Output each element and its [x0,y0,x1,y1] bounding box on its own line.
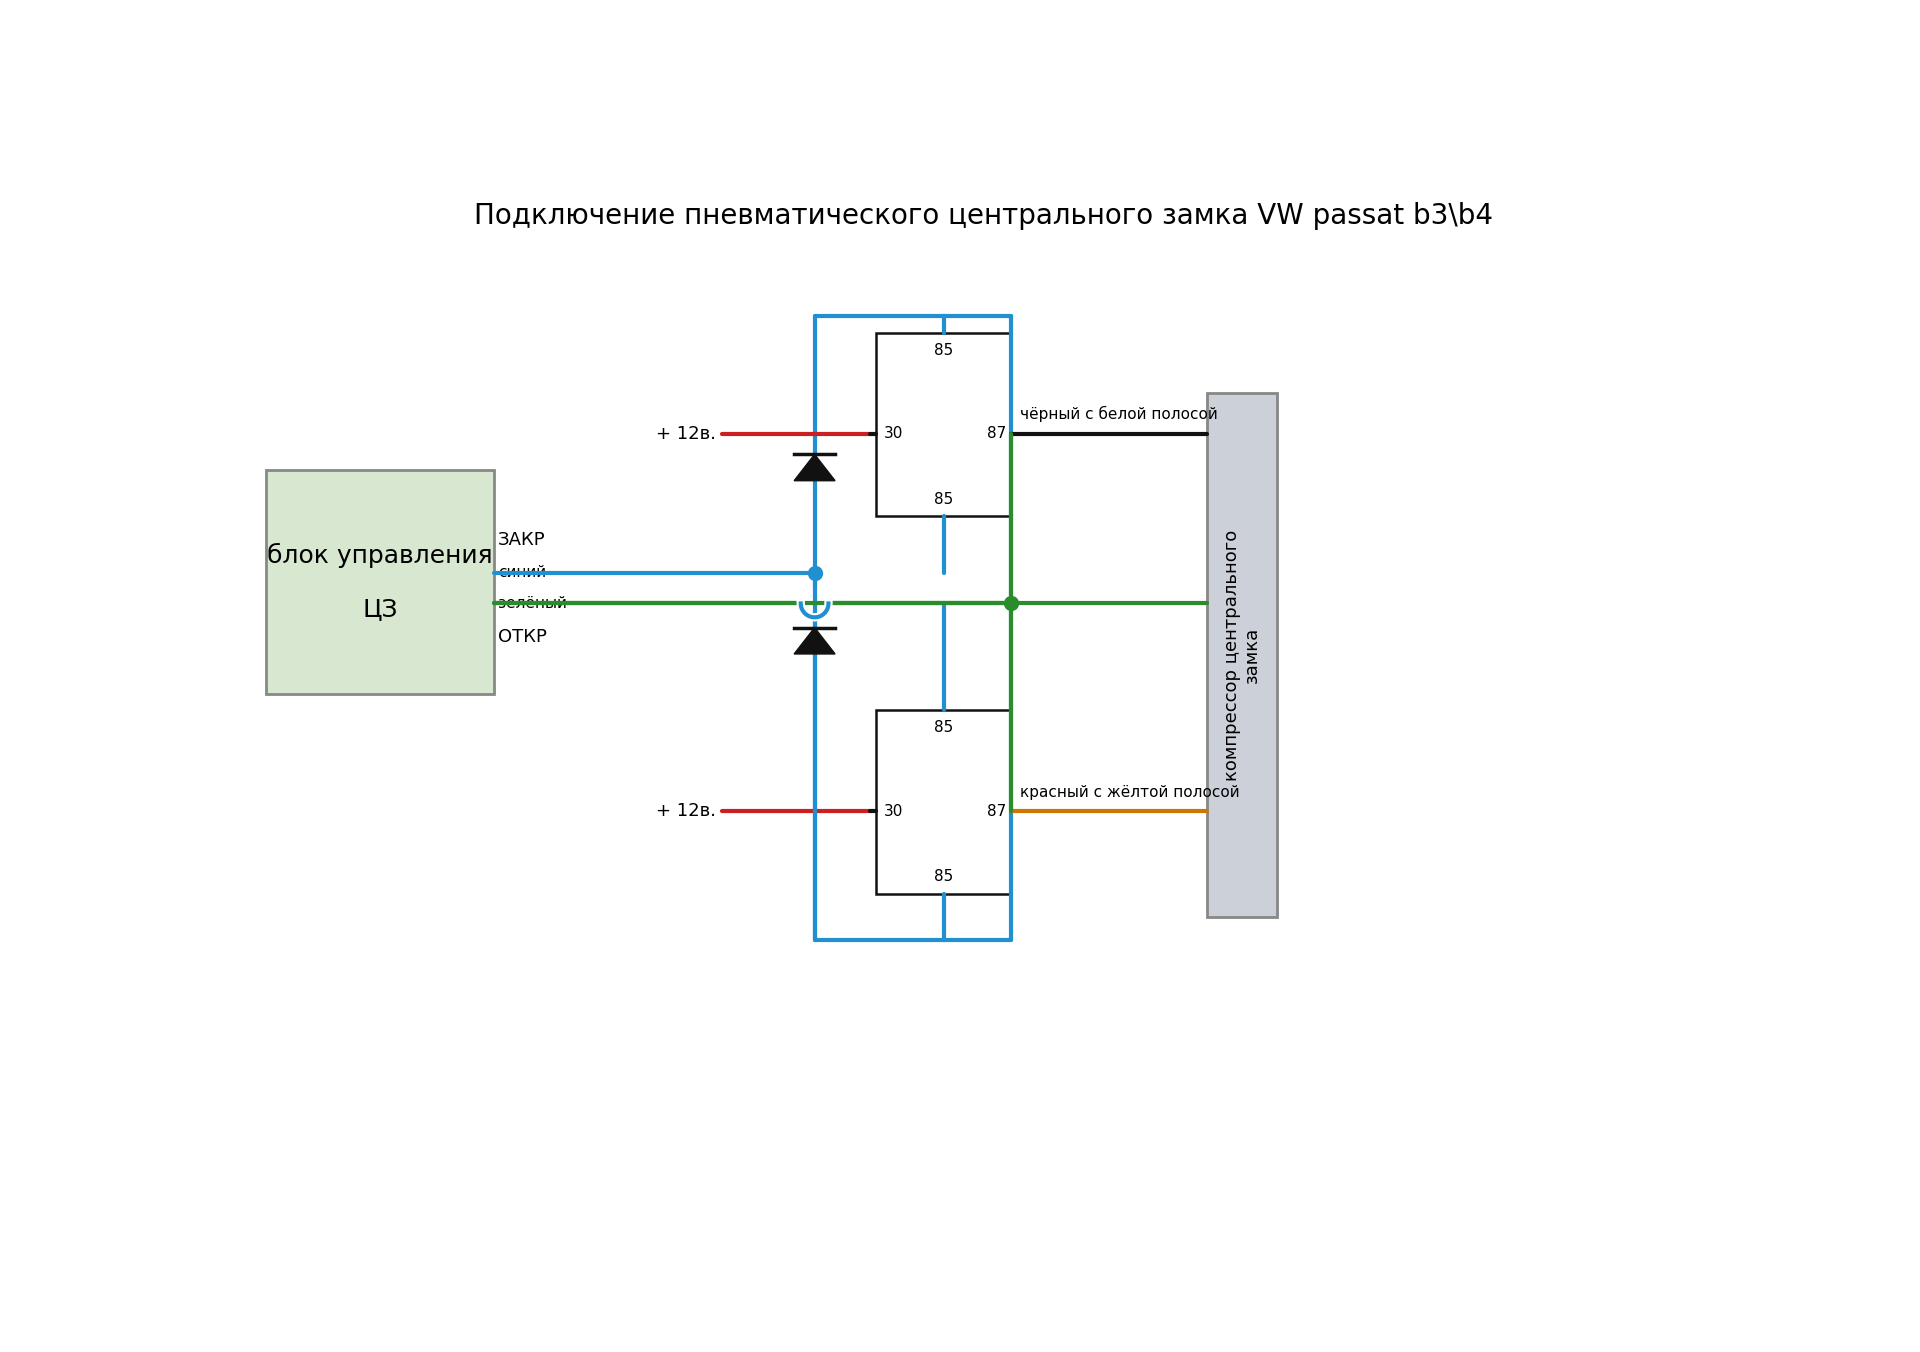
Text: 30: 30 [883,804,902,819]
Text: ЗАКР: ЗАКР [497,530,545,549]
Bar [876,333,1012,516]
Bar [267,470,493,694]
Text: 85: 85 [933,719,952,735]
Text: 87: 87 [987,426,1006,442]
Text: 85: 85 [933,492,952,507]
Text: синий: синий [497,565,547,580]
Text: ОТКР: ОТКР [497,627,547,645]
Bar [1208,393,1277,917]
Text: 85: 85 [933,342,952,358]
Text: + 12в.: + 12в. [657,425,716,443]
Text: зелёный: зелёный [497,596,566,611]
Text: ЦЗ: ЦЗ [363,596,397,621]
Text: 85: 85 [933,869,952,884]
Text: чёрный с белой полосой: чёрный с белой полосой [1020,406,1217,422]
Text: компрессор центрального
замка: компрессор центрального замка [1223,530,1261,780]
Text: + 12в.: + 12в. [657,802,716,821]
Text: 87: 87 [987,804,1006,819]
Bar [876,711,1012,894]
Text: Подключение пневматического центрального замка VW passat b3\b4: Подключение пневматического центрального… [474,203,1494,230]
Text: 30: 30 [883,426,902,442]
Text: красный с жёлтой полосой: красный с жёлтой полосой [1020,784,1240,800]
Text: блок управления: блок управления [267,542,493,568]
Polygon shape [795,627,835,654]
Polygon shape [795,454,835,481]
